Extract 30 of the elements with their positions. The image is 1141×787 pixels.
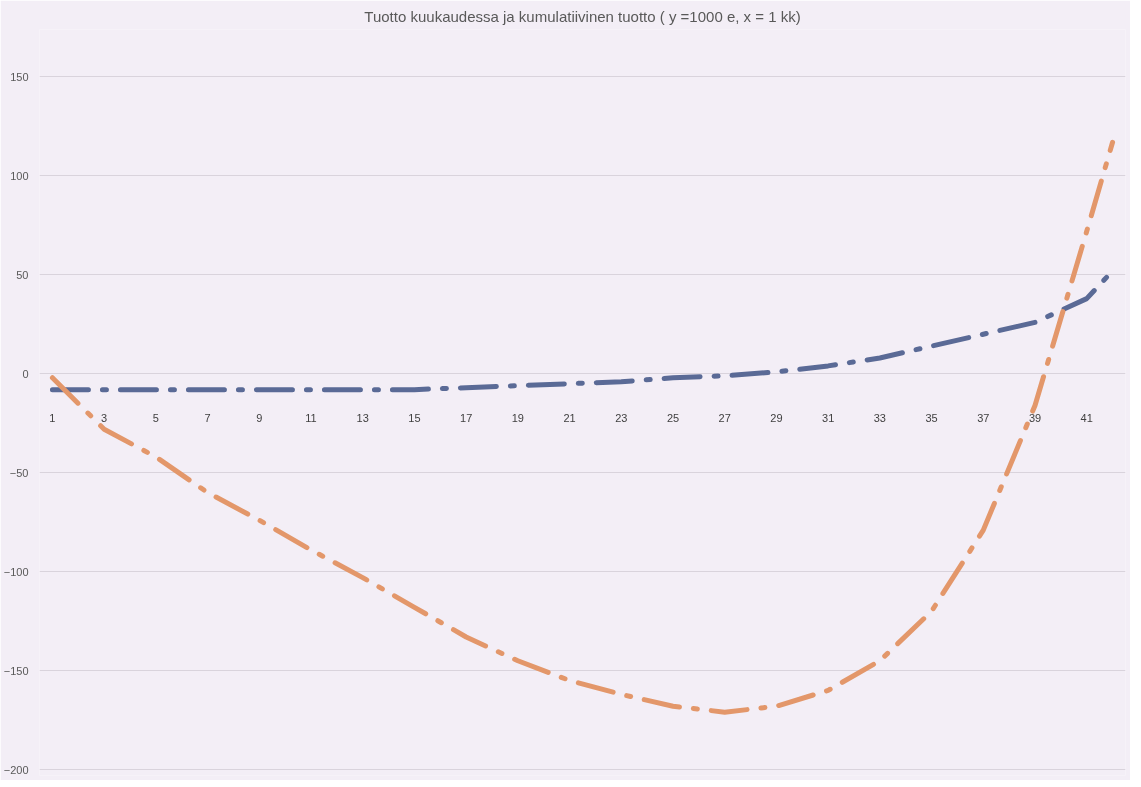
y-tick-label: 150	[10, 70, 29, 83]
y-tick-label: −100	[3, 565, 29, 578]
x-tick-label: 5	[152, 411, 159, 424]
x-tick-label: 39	[1028, 411, 1042, 424]
x-tick-label: 7	[204, 411, 211, 424]
x-tick-label: 3	[101, 411, 108, 424]
x-tick-label: 31	[822, 411, 835, 424]
x-tick-label: 41	[1080, 411, 1093, 424]
x-tick-label: 17	[460, 411, 473, 424]
x-tick-label: 9	[256, 411, 263, 424]
x-tick-label: 33	[873, 411, 886, 424]
x-tick-label: 21	[563, 411, 576, 424]
x-tick-label: 25	[666, 411, 680, 424]
x-tick-label: 35	[925, 411, 938, 424]
x-tick-label: 11	[305, 411, 317, 424]
x-tick-label: 19	[511, 411, 524, 424]
chart-title: Tuotto kuukaudessa ja kumulatiivinen tuotto ( y =1000 e, x = 1 kk)	[364, 7, 801, 25]
y-tick-label: −200	[3, 763, 29, 776]
y-tick-label: 0	[22, 367, 29, 380]
x-tick-label: 29	[770, 411, 783, 424]
y-tick-label: −50	[9, 466, 29, 479]
x-tick-label: 27	[718, 411, 731, 424]
x-tick-label: 15	[408, 411, 421, 424]
y-tick-label: −150	[3, 664, 29, 677]
y-tick-label: 100	[10, 169, 29, 182]
x-tick-label: 1	[49, 411, 56, 424]
x-tick-label: 23	[615, 411, 628, 424]
y-tick-label: 50	[16, 268, 29, 281]
x-tick-label: 37	[977, 411, 990, 424]
x-tick-label: 13	[356, 411, 369, 424]
